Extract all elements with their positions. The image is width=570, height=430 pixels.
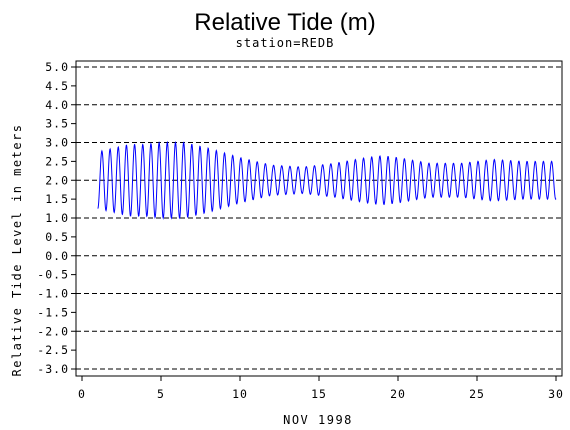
chart-subtitle: station=REDB [236,36,335,50]
y-axis-ticks: 5.0 4.5 4.0 3.5 3.0 2.5 2.0 1.5 1.0 0.5 0.0 -0.5 -1.… [37,60,76,376]
y-tick-label: 3.0 [45,136,69,150]
y-tick-label: 4.0 [45,98,69,112]
y-tick-label: -1.0 [37,287,69,301]
x-tick-label: 10 [232,387,248,401]
chart-title: Relative Tide (m) [194,9,375,36]
plot-frame [75,60,563,377]
x-tick-label: 20 [390,387,406,401]
y-tick-label: -2.0 [37,324,69,338]
y-tick-label: 1.5 [45,192,69,206]
x-tick-label: 0 [78,387,86,401]
y-axis-label: Relative Tide Level in meters [10,123,24,376]
x-tick-label: 30 [548,387,564,401]
grid-lines [76,66,562,370]
y-tick-label: 4.5 [45,79,69,93]
y-tick-label: 0.5 [45,230,69,244]
x-tick-label: 5 [157,387,165,401]
x-axis-ticks: 0 5 10 15 20 25 30 [78,376,564,401]
x-tick-label: 25 [469,387,485,401]
y-tick-label: 1.0 [45,211,69,225]
y-tick-label: 2.0 [45,173,69,187]
x-axis-label: NOV 1998 [283,413,353,427]
y-tick-label: 5.0 [45,60,69,74]
x-tick-label: 15 [311,387,327,401]
series-tide-line [97,140,557,220]
y-tick-label: -2.5 [37,343,69,357]
y-tick-label: 2.5 [45,154,69,168]
y-tick-label: -1.5 [37,305,69,319]
y-tick-label: 3.5 [45,117,69,131]
y-tick-label: -3.0 [37,362,69,376]
y-tick-label: -0.5 [37,268,69,282]
y-tick-label: 0.0 [45,249,69,263]
